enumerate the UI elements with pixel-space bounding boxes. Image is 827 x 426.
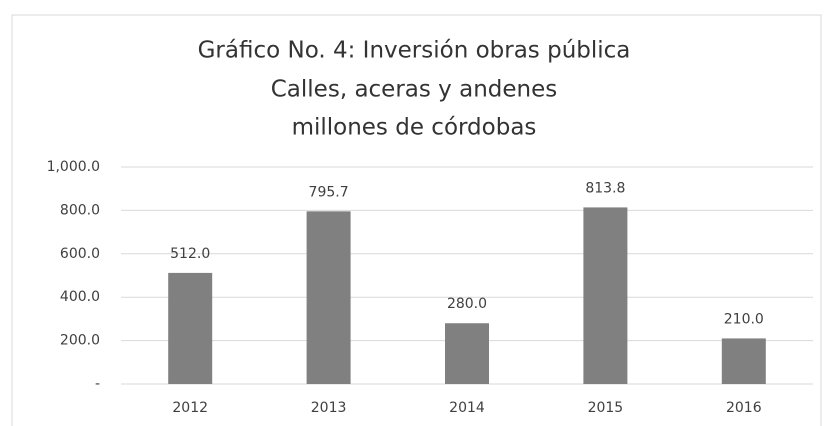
bar (168, 272, 213, 384)
bar (306, 211, 351, 384)
chart-title: millones de córdobas (292, 115, 537, 141)
data-label: 512.0 (170, 246, 210, 262)
x-tick-label: 2012 (172, 400, 208, 416)
chart-title: Gráfico No. 4: Inversión obras pública (198, 38, 631, 64)
x-tick-label: 2015 (588, 400, 624, 416)
x-tick-label: 2013 (311, 400, 347, 416)
data-label: 280.0 (447, 296, 487, 312)
chart-frame (11, 14, 822, 426)
data-label: 813.8 (585, 180, 625, 196)
bar (583, 207, 628, 384)
bar (721, 338, 766, 384)
y-tick-label: - (95, 376, 100, 392)
data-label: 210.0 (724, 311, 764, 327)
y-tick-label: 1,000.0 (47, 159, 100, 175)
data-label: 795.7 (309, 184, 349, 200)
y-tick-label: 600.0 (60, 246, 100, 262)
y-tick-label: 400.0 (60, 289, 100, 305)
x-tick-label: 2014 (449, 400, 485, 416)
y-tick-label: 800.0 (60, 202, 100, 218)
y-tick-label: 200.0 (60, 333, 100, 349)
chart-title: Calles, aceras y andenes (271, 77, 557, 103)
bar (445, 323, 489, 384)
x-tick-label: 2016 (726, 400, 762, 416)
